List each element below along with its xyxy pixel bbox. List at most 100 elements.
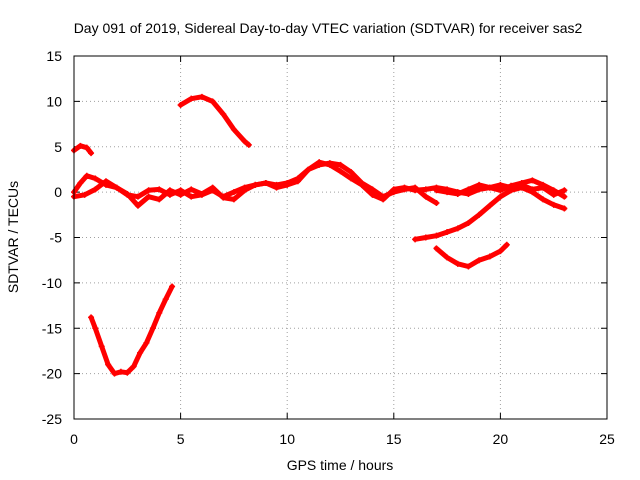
data-point xyxy=(337,168,344,175)
data-point xyxy=(422,234,429,241)
data-point xyxy=(561,193,568,200)
data-point xyxy=(433,245,440,252)
series-line xyxy=(178,94,252,148)
data-point xyxy=(390,186,397,193)
data-point xyxy=(508,187,515,194)
data-point xyxy=(230,196,237,203)
data-point xyxy=(465,263,472,270)
y-tick-label: 5 xyxy=(54,139,62,155)
data-point xyxy=(252,181,259,188)
data-point xyxy=(444,189,451,196)
data-point xyxy=(497,193,504,200)
x-tick-label: 5 xyxy=(177,431,185,447)
y-tick-labels: -25 -20 -15 -10 -5 0 5 10 15 xyxy=(42,48,62,427)
data-point xyxy=(230,126,237,133)
data-point xyxy=(149,325,156,332)
data-point xyxy=(156,186,163,193)
data-point xyxy=(198,190,205,197)
data-point xyxy=(209,98,216,105)
data-point xyxy=(476,181,483,188)
data-point xyxy=(188,193,195,200)
data-point xyxy=(111,370,118,377)
axis-ticks xyxy=(73,55,608,420)
data-point xyxy=(88,150,95,157)
data-point xyxy=(134,193,141,200)
data-point xyxy=(124,369,131,376)
data-point xyxy=(241,138,248,145)
series-group xyxy=(71,93,568,377)
data-point xyxy=(540,196,547,203)
series-arc-d xyxy=(412,184,568,243)
data-point xyxy=(348,175,355,182)
series-arc-g xyxy=(177,93,252,148)
data-point xyxy=(444,229,451,236)
data-point xyxy=(476,211,483,218)
x-tick-label: 0 xyxy=(70,431,78,447)
data-point xyxy=(540,181,547,188)
data-point xyxy=(529,189,536,196)
series-line xyxy=(71,159,567,209)
data-point xyxy=(326,161,333,168)
grid xyxy=(74,56,607,419)
series-arc-c xyxy=(433,177,568,200)
data-point xyxy=(412,236,419,243)
data-point xyxy=(294,178,301,185)
data-point xyxy=(561,187,568,194)
data-point xyxy=(503,241,510,248)
x-tick-labels: 0 5 10 15 20 25 xyxy=(70,431,615,447)
data-point xyxy=(433,187,440,194)
plot-frame xyxy=(73,55,608,420)
series-line xyxy=(88,284,175,377)
data-point xyxy=(433,200,440,207)
data-point xyxy=(497,181,504,188)
data-point xyxy=(380,196,387,203)
data-point xyxy=(130,363,137,370)
data-point xyxy=(92,186,99,193)
data-point xyxy=(486,202,493,209)
data-point xyxy=(117,368,124,375)
data-point xyxy=(209,184,216,191)
data-point xyxy=(422,186,429,193)
data-point xyxy=(486,253,493,260)
data-point xyxy=(156,196,163,203)
data-point xyxy=(166,187,173,194)
chart-title: Day 091 of 2019, Sidereal Day-to-day VTE… xyxy=(74,20,583,36)
data-point xyxy=(220,194,227,201)
data-point xyxy=(561,205,568,212)
y-tick-label: -25 xyxy=(42,411,62,427)
data-point xyxy=(137,349,144,356)
y-tick-label: -10 xyxy=(42,275,62,291)
data-point xyxy=(412,187,419,194)
data-point xyxy=(124,190,131,197)
data-point xyxy=(92,175,99,182)
data-point xyxy=(198,93,205,100)
data-point xyxy=(88,314,95,321)
y-tick-label: 10 xyxy=(46,93,62,109)
data-point xyxy=(454,190,461,197)
data-point xyxy=(188,186,195,193)
series-line xyxy=(433,242,510,269)
data-point xyxy=(422,193,429,200)
data-point xyxy=(81,191,88,198)
data-point xyxy=(465,219,472,226)
data-point xyxy=(465,186,472,193)
data-point xyxy=(358,181,365,188)
data-point xyxy=(98,343,105,350)
data-point xyxy=(316,159,323,166)
x-tick-label: 20 xyxy=(493,431,509,447)
data-point xyxy=(145,187,152,194)
data-point xyxy=(177,191,184,198)
y-tick-label: -5 xyxy=(50,230,63,246)
y-tick-label: -20 xyxy=(42,366,62,382)
data-point xyxy=(454,225,461,232)
data-point xyxy=(188,95,195,102)
data-point xyxy=(143,339,150,346)
data-point xyxy=(83,172,90,179)
x-tick-label: 10 xyxy=(279,431,295,447)
data-point xyxy=(245,141,252,148)
data-point xyxy=(105,361,112,368)
y-tick-label: 15 xyxy=(46,48,62,64)
x-axis-label: GPS time / hours xyxy=(287,457,394,473)
data-point xyxy=(102,178,109,185)
